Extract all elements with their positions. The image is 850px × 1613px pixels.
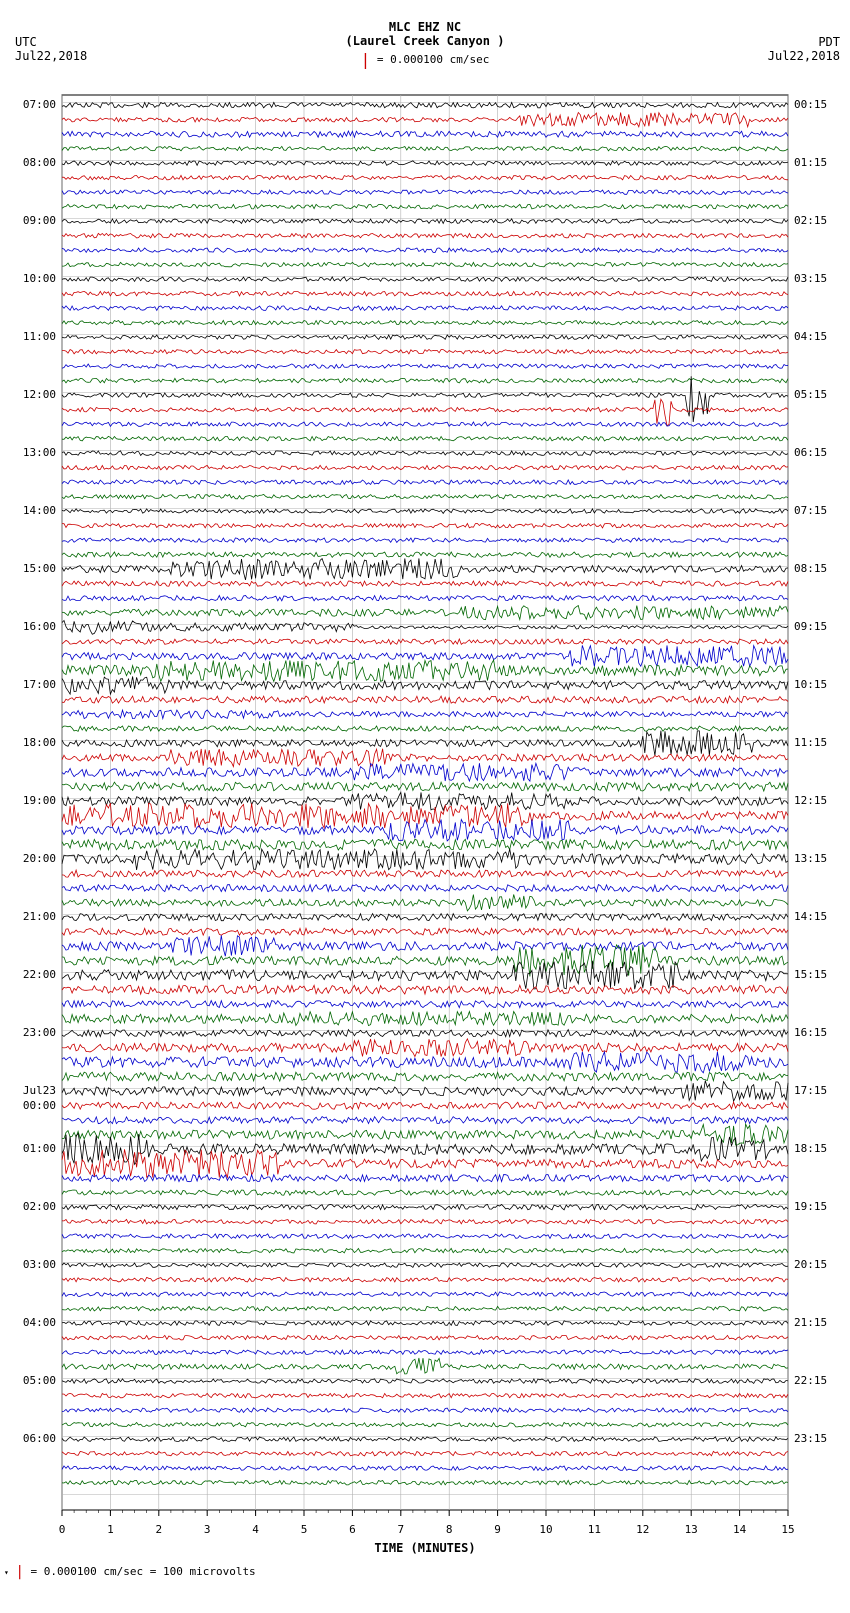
helicorder-plot: 07:0008:0009:0010:0011:0012:0013:0014:00…	[10, 85, 840, 1555]
time-label: 17:15	[794, 1084, 827, 1097]
xaxis-tick: 2	[155, 1523, 162, 1536]
helicorder-svg	[10, 85, 840, 1555]
time-label: 16:15	[794, 1026, 827, 1039]
station-name: (Laurel Creek Canyon )	[0, 34, 850, 48]
xaxis-tick: 0	[59, 1523, 66, 1536]
xaxis-tick: 14	[733, 1523, 746, 1536]
time-label: 18:15	[794, 1142, 827, 1155]
xaxis-tick: 6	[349, 1523, 356, 1536]
scale-bar-label: = 0.000100 cm/sec	[377, 53, 490, 66]
right-timezone: PDT Jul22,2018	[768, 35, 840, 63]
pdt-date: Jul22,2018	[768, 49, 840, 63]
xaxis-title: TIME (MINUTES)	[374, 1541, 475, 1555]
footer-text: = 0.000100 cm/sec = 100 microvolts	[31, 1565, 256, 1578]
pdt-label: PDT	[768, 35, 840, 49]
xaxis-tick: 11	[588, 1523, 601, 1536]
xaxis-tick: 12	[636, 1523, 649, 1536]
xaxis-tick: 5	[301, 1523, 308, 1536]
time-label: 20:15	[794, 1258, 827, 1271]
time-label: 15:15	[794, 968, 827, 981]
xaxis-tick: 3	[204, 1523, 211, 1536]
xaxis-tick: 8	[446, 1523, 453, 1536]
station-id: MLC EHZ NC	[0, 20, 850, 34]
time-label: 19:15	[794, 1200, 827, 1213]
left-timezone: UTC Jul22,2018	[15, 35, 87, 63]
time-label: 12:15	[794, 794, 827, 807]
time-label: 01:15	[794, 156, 827, 169]
xaxis-tick: 4	[252, 1523, 259, 1536]
time-label: 03:15	[794, 272, 827, 285]
xaxis-tick: 9	[494, 1523, 501, 1536]
time-label: 06:15	[794, 446, 827, 459]
time-label: 08:15	[794, 562, 827, 575]
time-label: 07:15	[794, 504, 827, 517]
time-label: 21:15	[794, 1316, 827, 1329]
time-label: 22:15	[794, 1374, 827, 1387]
xaxis-tick: 1	[107, 1523, 114, 1536]
time-label: 14:15	[794, 910, 827, 923]
time-label: 09:15	[794, 620, 827, 633]
xaxis-tick: 13	[685, 1523, 698, 1536]
plot-header: UTC Jul22,2018 MLC EHZ NC (Laurel Creek …	[0, 0, 850, 85]
time-label: 05:15	[794, 388, 827, 401]
utc-date: Jul22,2018	[15, 49, 87, 63]
time-label: 13:15	[794, 852, 827, 865]
xaxis-tick: 7	[397, 1523, 404, 1536]
time-label: 00:15	[794, 98, 827, 111]
utc-label: UTC	[15, 35, 87, 49]
time-label: 11:15	[794, 736, 827, 749]
time-label: 02:15	[794, 214, 827, 227]
minutes-axis: TIME (MINUTES) 0123456789101112131415	[62, 1515, 788, 1555]
time-label: 23:15	[794, 1432, 827, 1445]
footer-scale: ▾ | = 0.000100 cm/sec = 100 microvolts	[0, 1555, 850, 1587]
xaxis-tick: 15	[781, 1523, 794, 1536]
time-label: 04:15	[794, 330, 827, 343]
scale-bar: | = 0.000100 cm/sec	[0, 48, 850, 67]
xaxis-tick: 10	[539, 1523, 552, 1536]
time-label: 10:15	[794, 678, 827, 691]
